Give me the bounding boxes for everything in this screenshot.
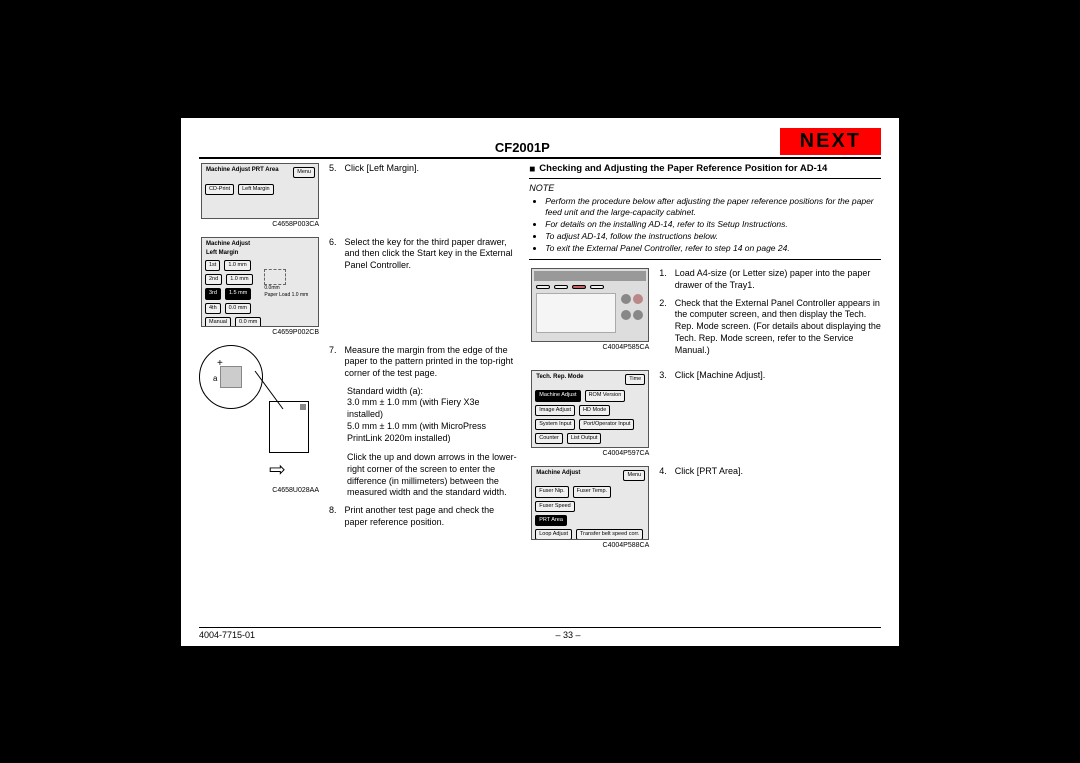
time-button: Time xyxy=(625,374,645,385)
next-button[interactable]: NEXT xyxy=(780,128,881,155)
doc-number: 4004-7715-01 xyxy=(199,630,255,640)
figure-1: Machine Adjust PRT Area Menu CD-Print Le… xyxy=(199,163,319,229)
footer: 4004-7715-01 – 33 – xyxy=(199,627,881,640)
note-2: For details on the installing AD-14, ref… xyxy=(545,219,881,230)
test-print-btn: Test Print xyxy=(581,447,612,448)
header-rule xyxy=(199,157,881,159)
row3b: 1.5 mm xyxy=(225,288,251,299)
manual-page: CF2001P NEXT Machine Adjust PRT Area Men… xyxy=(180,117,900,647)
callout-diagram: + a ⇨ C4658U028AA xyxy=(199,345,319,495)
model-title: CF2001P xyxy=(265,140,780,155)
fig2-sub: Left Margin xyxy=(204,249,316,259)
fig2-title: Machine Adjust xyxy=(204,240,316,250)
note-1: Perform the procedure below after adjust… xyxy=(545,196,881,218)
fig6-label: C4004P588CA xyxy=(603,541,650,550)
row1a: 1st xyxy=(205,260,220,271)
step-2-text: Check that the External Panel Controller… xyxy=(675,298,881,356)
figure-2: Machine Adjust Left Margin 1st 1.0 mm 2nd… xyxy=(199,237,319,337)
step-3-text: Click [Machine Adjust]. xyxy=(675,370,766,382)
step-7-num: 7. xyxy=(329,345,337,380)
note-3: To adjust AD-14, follow the instructions… xyxy=(545,231,881,242)
step-6-text: Select the key for the third paper drawe… xyxy=(345,237,518,272)
step-8-text: Print another test page and check the pa… xyxy=(345,505,518,528)
figure-4: C4004P585CA xyxy=(529,268,649,362)
row3a: 3rd xyxy=(205,288,221,299)
row4a: 4th xyxy=(205,303,221,314)
fig1-title: Machine Adjust PRT Area xyxy=(204,166,281,179)
step-8-num: 8. xyxy=(329,505,337,528)
note-list: Perform the procedure below after adjust… xyxy=(529,196,881,255)
arrow-icon: ⇨ xyxy=(269,457,286,483)
step-1-text: Load A4-size (or Letter size) paper into… xyxy=(675,268,881,291)
cross-icon: + xyxy=(217,357,223,370)
fig1-label: C4658P003CA xyxy=(272,220,319,229)
fig5-label: C4004P597CA xyxy=(603,449,650,458)
counter-btn: Counter xyxy=(535,433,563,444)
fig3-label: C4658U028AA xyxy=(272,486,319,495)
note-4: To exit the External Panel Controller, r… xyxy=(545,243,881,254)
fuser-speed-btn: Fuser Speed xyxy=(535,501,575,512)
row5a: Manual xyxy=(205,317,231,327)
machine-adjust-btn: Machine Adjust xyxy=(535,390,580,401)
section-heading: Checking and Adjusting the Paper Referen… xyxy=(539,163,827,176)
row2b: 1.0 mm xyxy=(226,274,252,285)
std-width-1: 3.0 mm ± 1.0 mm (with Fiery X3e installe… xyxy=(347,397,517,420)
fig6-title: Machine Adjust xyxy=(534,469,582,482)
state-confirm-btn: State Confirm xyxy=(535,447,577,448)
cd-print-button: CD-Print xyxy=(205,184,234,195)
loop-adjust-btn: Loop Adjust xyxy=(535,529,572,540)
page-number: – 33 – xyxy=(556,630,581,640)
row5b: 0.0 mm xyxy=(235,317,261,327)
figure-5: Tech. Rep. Mode Time Machine Adjust ROM V… xyxy=(529,370,649,458)
fig2-label: C4659P002CB xyxy=(272,328,319,337)
step-2-num: 2. xyxy=(659,298,667,356)
paper-load: Paper Load 1.0 mm xyxy=(264,292,308,299)
prt-area-btn: PRT Area xyxy=(535,515,567,526)
row2a: 2nd xyxy=(205,274,222,285)
step-3-num: 3. xyxy=(659,370,667,382)
row4b: 0.0 mm xyxy=(225,303,251,314)
std-width-2: 5.0 mm ± 1.0 mm (with MicroPress PrintLi… xyxy=(347,421,517,444)
left-column: Machine Adjust PRT Area Menu CD-Print Le… xyxy=(199,163,517,623)
right-column: ■ Checking and Adjusting the Paper Refer… xyxy=(529,163,881,623)
step-7b-text: Click the up and down arrows in the lowe… xyxy=(347,452,517,499)
menu-button-2: Menu xyxy=(623,470,645,481)
rom-version-btn: ROM Version xyxy=(585,390,626,401)
transfer-belt-btn: Transfer belt speed corr. xyxy=(576,529,643,540)
content: Machine Adjust PRT Area Menu CD-Print Le… xyxy=(199,163,881,623)
system-input-btn: System Input xyxy=(535,419,575,430)
step-5-num: 5. xyxy=(329,163,337,175)
step-1-num: 1. xyxy=(659,268,667,291)
step-4-num: 4. xyxy=(659,466,667,478)
note-rule xyxy=(529,259,881,260)
std-width-label: Standard width (a): xyxy=(347,386,517,398)
hd-mode-btn: HD Mode xyxy=(579,405,610,416)
step-4-text: Click [PRT Area]. xyxy=(675,466,743,478)
step-6-num: 6. xyxy=(329,237,337,272)
fig4-label: C4004P585CA xyxy=(603,343,650,352)
fuser-nip-btn: Fuser Nip. xyxy=(535,486,568,497)
bullet-icon: ■ xyxy=(529,163,535,176)
row1b: 1.0 mm xyxy=(224,260,250,271)
list-output-btn: List Output xyxy=(567,433,602,444)
fuser-temp-btn: Fuser Temp. xyxy=(573,486,611,497)
port-btn: Port/Operator Input xyxy=(579,419,634,430)
header: CF2001P NEXT xyxy=(199,128,881,155)
fig5-title: Tech. Rep. Mode xyxy=(534,373,585,386)
step-5-text: Click [Left Margin]. xyxy=(345,163,420,175)
image-adjust-btn: Image Adjust xyxy=(535,405,575,416)
note-title: NOTE xyxy=(529,183,881,195)
section-rule xyxy=(529,178,881,179)
left-margin-button: Left Margin xyxy=(238,184,274,195)
figure-6: Machine Adjust Menu Fuser Nip. Fuser Temp… xyxy=(529,466,649,550)
menu-button: Menu xyxy=(293,167,315,178)
step-7-text: Measure the margin from the edge of the … xyxy=(345,345,518,380)
a-label: a xyxy=(213,374,217,384)
